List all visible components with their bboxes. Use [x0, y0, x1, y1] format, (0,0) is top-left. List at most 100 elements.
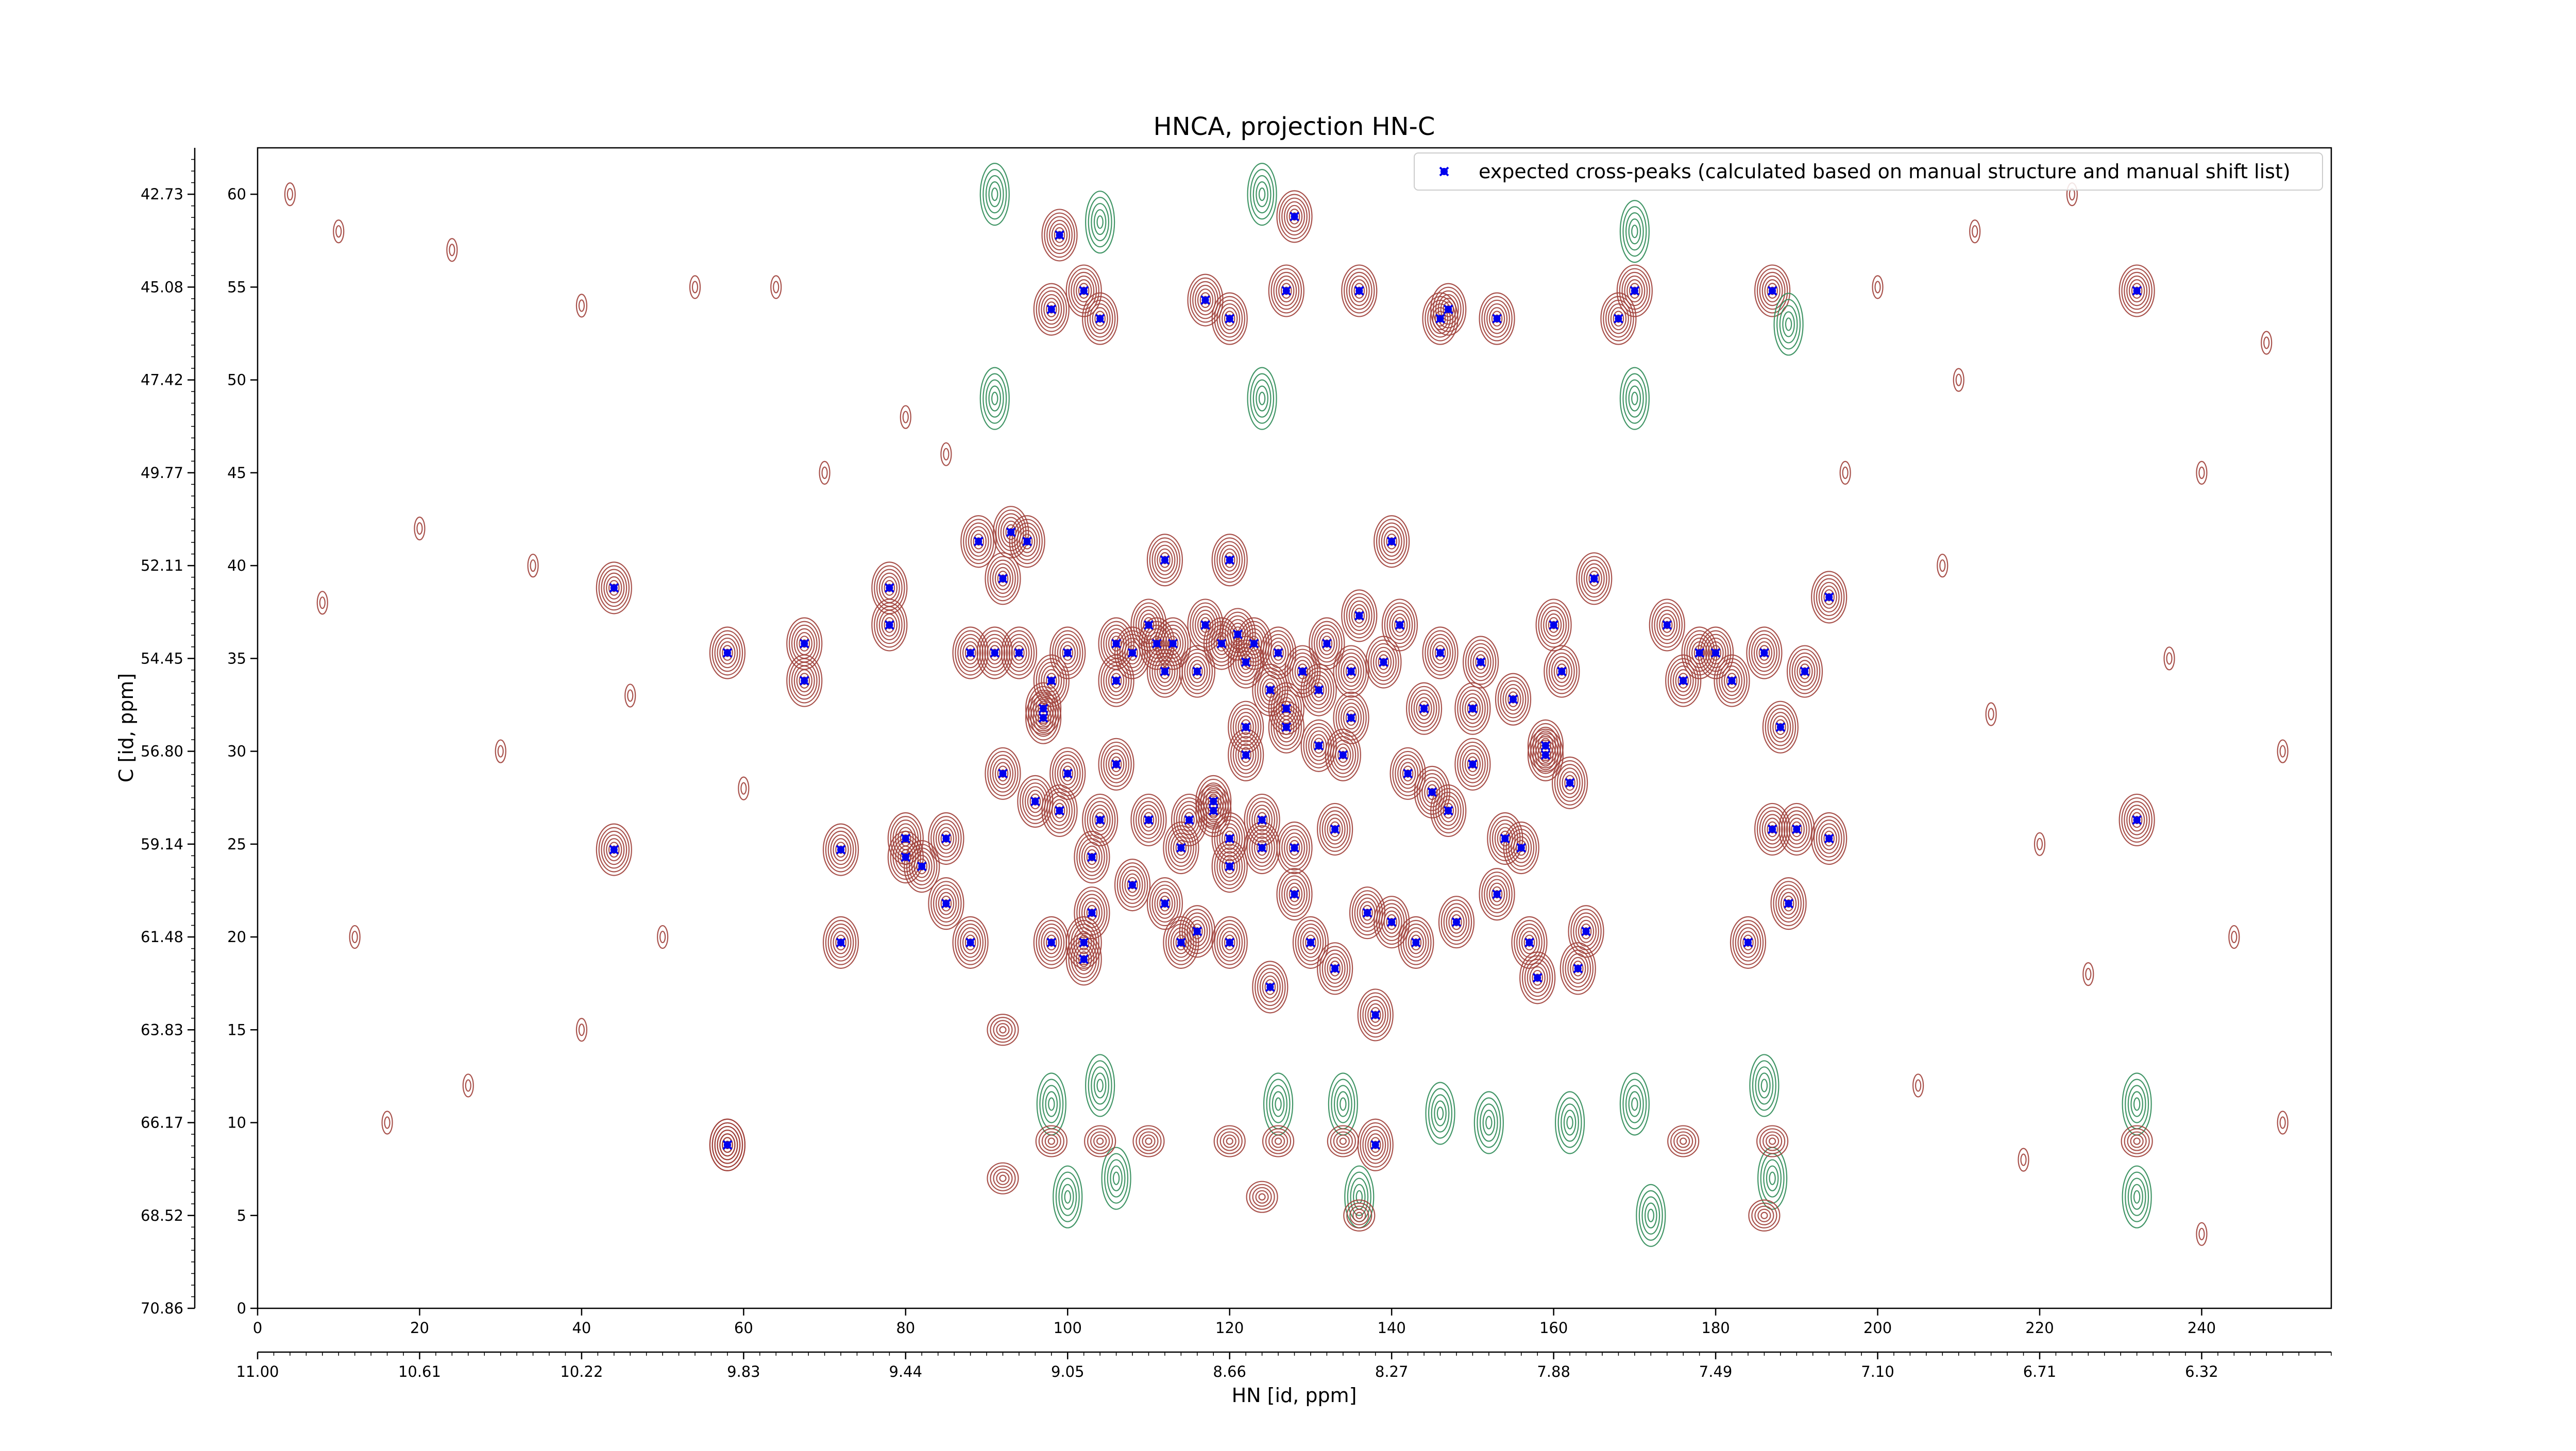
y-index-tick-label: 5 [237, 1207, 246, 1224]
peak-marker [1767, 286, 1777, 296]
peak-marker [1144, 815, 1154, 825]
peak-contour [1084, 1125, 1116, 1157]
peak-marker [1589, 573, 1599, 584]
peak-contour [1333, 645, 1369, 698]
peak-contour [1454, 682, 1491, 735]
peak-marker [1662, 620, 1672, 630]
peak-contour [1327, 1125, 1359, 1157]
peak-marker [1565, 778, 1575, 788]
peak-contour [1568, 905, 1604, 958]
peak-marker [1038, 713, 1048, 723]
peak-marker [1427, 787, 1437, 797]
peak-contour [1422, 626, 1459, 679]
x-ppm-tick-label: 9.05 [1051, 1363, 1084, 1380]
peak-contour [1343, 1199, 1376, 1232]
peak-contour [1754, 264, 1791, 317]
x-ppm-tick-label: 6.32 [2185, 1363, 2218, 1380]
peak-marker [941, 898, 951, 909]
noise-contour [1985, 702, 1997, 726]
peak-marker [1549, 620, 1559, 630]
negative-contour [1554, 1091, 1585, 1154]
peak-contour [786, 654, 823, 707]
y-index-tick-label: 55 [227, 278, 246, 296]
peak-marker [1386, 536, 1397, 547]
peak-contour [1187, 274, 1224, 327]
peak-contour [976, 626, 1013, 679]
negative-contour [1344, 1165, 1375, 1228]
peak-marker [1281, 704, 1292, 714]
peak-contour [1049, 747, 1086, 800]
peak-marker [1233, 629, 1243, 639]
peak-contour [1292, 916, 1329, 969]
peak-contour [1438, 896, 1475, 949]
peak-marker [1767, 824, 1777, 834]
peak-marker [965, 648, 976, 658]
noise-contour [2018, 1148, 2029, 1172]
negative-contour [1473, 1091, 1504, 1154]
peak-marker [836, 845, 846, 855]
peak-contour [1649, 599, 1685, 652]
x-index-tick-label: 160 [1539, 1319, 1568, 1337]
x-index-tick-label: 240 [2188, 1319, 2216, 1337]
noise-contour [1912, 1073, 1924, 1098]
noise-contour [1839, 460, 1851, 485]
peak-marker [1160, 555, 1170, 565]
noise-contour [2228, 925, 2240, 949]
x-index-tick-label: 200 [1863, 1319, 1892, 1337]
peak-marker [1241, 722, 1251, 732]
peak-marker [1160, 667, 1170, 676]
peak-contour [1341, 264, 1378, 317]
x-index-tick-label: 0 [253, 1319, 262, 1337]
y-index-tick-label: 25 [227, 835, 246, 853]
peak-contour [1033, 654, 1070, 707]
peak-marker [1030, 796, 1040, 807]
peak-marker [609, 583, 619, 593]
peak-contour [1551, 756, 1588, 809]
x-index-tick-label: 120 [1215, 1319, 1244, 1337]
y-ppm-tick-label: 68.52 [141, 1207, 183, 1224]
peak-contour [1146, 877, 1183, 930]
y-ppm-tick-label: 59.14 [141, 835, 183, 853]
noise-contour [2277, 1111, 2289, 1135]
peak-marker [990, 648, 1000, 658]
peak-marker [1386, 917, 1397, 927]
noise-contour [1937, 553, 1948, 578]
x-index-tick-label: 20 [410, 1319, 429, 1337]
noise-contour [2196, 460, 2208, 485]
peak-marker [1784, 898, 1793, 909]
negative-contour [979, 367, 1010, 430]
peak-marker [1111, 676, 1122, 686]
peak-marker [1524, 937, 1534, 948]
peak-marker [1160, 898, 1170, 909]
peak-marker [1168, 639, 1178, 648]
noise-contour [940, 442, 952, 466]
peak-marker [1346, 667, 1356, 676]
noise-contour [1872, 275, 1884, 299]
peak-contour [1276, 868, 1313, 921]
legend[interactable]: expected cross-peaks (calculated based o… [1414, 152, 2323, 191]
peak-marker [1581, 926, 1591, 936]
peak-marker [1467, 759, 1478, 770]
peak-contour [1681, 626, 1718, 679]
x-index-tick-label: 220 [2025, 1319, 2054, 1337]
peak-contour [871, 599, 908, 652]
peak-marker [1241, 750, 1251, 760]
peak-marker [1321, 639, 1332, 648]
negative-contour [1247, 163, 1277, 226]
x-ppm-axis: 11.00 10.61 10.22 9.83 9.44 9.05 8.66 8.27 7.88 7… [236, 1351, 2332, 1380]
peak-contour [1600, 292, 1637, 345]
y-ppm-tick-label: 54.45 [141, 650, 183, 667]
peak-marker [1306, 937, 1316, 948]
peak-contour [1430, 784, 1467, 838]
peak-marker [1079, 937, 1089, 948]
peak-marker [1727, 676, 1737, 686]
peak-marker [1176, 843, 1186, 853]
peak-marker [1200, 295, 1210, 305]
peak-marker [1055, 230, 1064, 240]
peak-contour [985, 747, 1021, 800]
peak-contour [596, 561, 632, 614]
y-ppm-tick-label: 52.11 [141, 557, 183, 574]
peak-contour [985, 552, 1021, 605]
peak-marker [1630, 286, 1640, 296]
